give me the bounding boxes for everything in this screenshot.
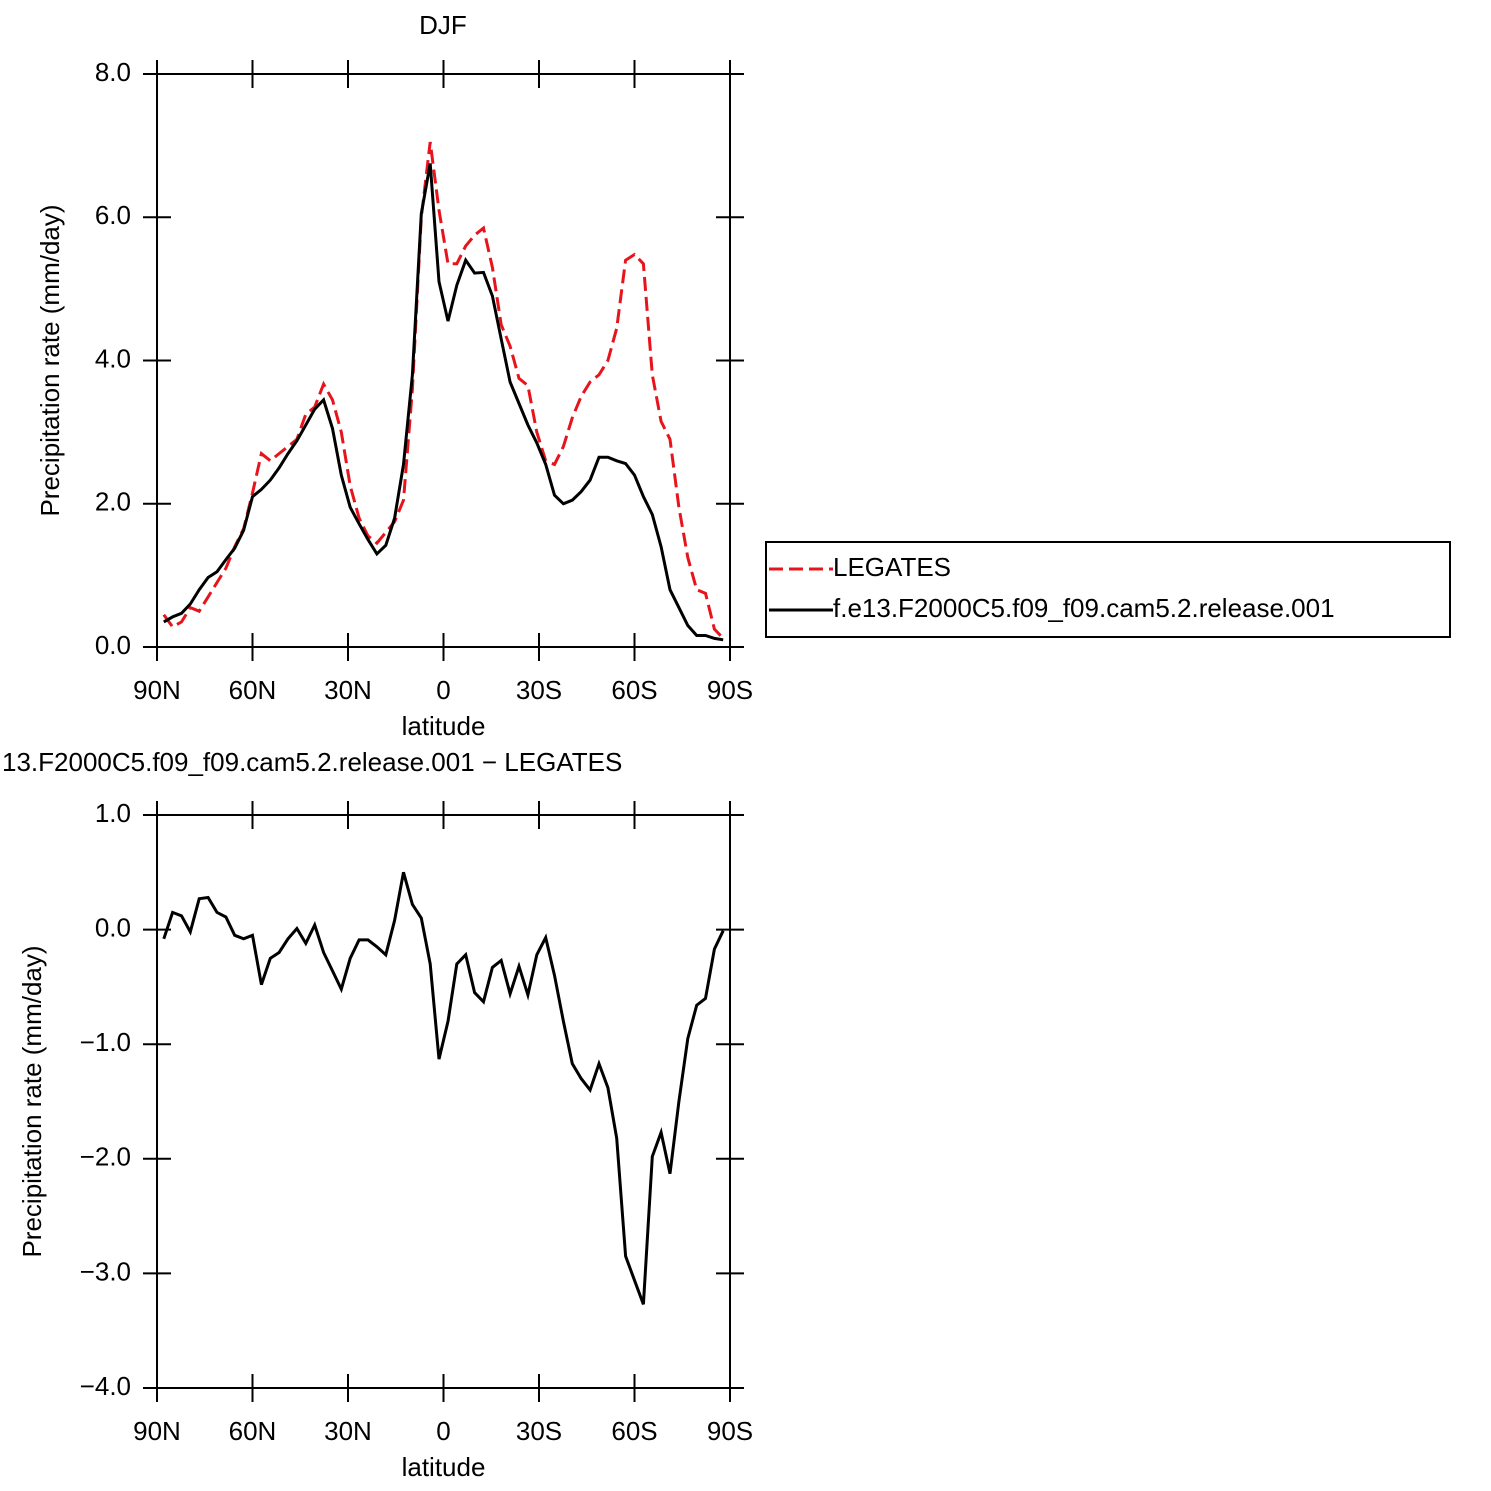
x-tick-label: 90S bbox=[707, 675, 753, 705]
y-tick-label: −2.0 bbox=[80, 1142, 131, 1172]
x-tick-label: 90S bbox=[707, 1416, 753, 1446]
plot-frame bbox=[156, 73, 731, 648]
x-tick-label: 0 bbox=[436, 675, 450, 705]
y-tick-label: 2.0 bbox=[95, 487, 131, 517]
y-tick-label: −1.0 bbox=[80, 1027, 131, 1057]
x-tick-label: 30N bbox=[324, 1416, 372, 1446]
x-tick-label: 0 bbox=[436, 1416, 450, 1446]
x-tick-label: 90N bbox=[133, 1416, 181, 1446]
x-tick-label: 60N bbox=[229, 675, 277, 705]
x-tick-label: 30S bbox=[516, 675, 562, 705]
x-tick-label: 30N bbox=[324, 675, 372, 705]
data-line bbox=[162, 141, 725, 640]
y-axis-label: Precipitation rate (mm/day) bbox=[17, 945, 47, 1257]
y-tick-label: 6.0 bbox=[95, 200, 131, 230]
x-tick-label: 30S bbox=[516, 1416, 562, 1446]
y-tick-label: −3.0 bbox=[80, 1256, 131, 1286]
y-tick-label: 1.0 bbox=[95, 798, 131, 828]
x-axis-label: latitude bbox=[402, 711, 486, 741]
chart-title: DJF bbox=[419, 10, 467, 40]
y-axis-label: Precipitation rate (mm/day) bbox=[35, 204, 65, 516]
data-line bbox=[162, 871, 725, 1305]
y-tick-label: 8.0 bbox=[95, 57, 131, 87]
x-tick-label: 60S bbox=[611, 675, 657, 705]
legend-box bbox=[765, 541, 1451, 638]
x-tick-label: 90N bbox=[133, 675, 181, 705]
y-tick-label: 4.0 bbox=[95, 343, 131, 373]
y-tick-label: 0.0 bbox=[95, 912, 131, 942]
y-tick-label: −4.0 bbox=[80, 1371, 131, 1401]
x-tick-label: 60N bbox=[229, 1416, 277, 1446]
x-axis-label: latitude bbox=[402, 1452, 486, 1482]
chart-title: 13.F2000C5.f09_f09.cam5.2.release.001 − … bbox=[2, 747, 622, 777]
legend-label: f.e13.F2000C5.f09_f09.cam5.2.release.001 bbox=[833, 593, 1335, 623]
data-line bbox=[163, 163, 724, 642]
y-tick-label: 0.0 bbox=[95, 630, 131, 660]
x-tick-label: 60S bbox=[611, 1416, 657, 1446]
legend-label: LEGATES bbox=[833, 552, 951, 582]
